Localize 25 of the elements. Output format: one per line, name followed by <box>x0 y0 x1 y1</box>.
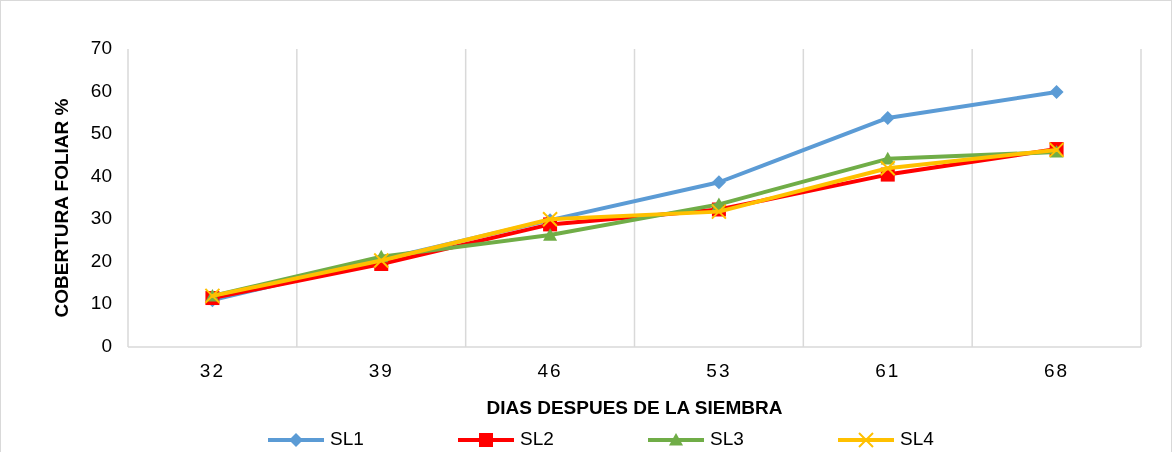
y-tick-label: 10 <box>90 292 112 314</box>
y-tick-label: 50 <box>90 122 112 144</box>
x-tick-label: 39 <box>368 360 394 381</box>
x-tick-label: 61 <box>875 360 901 381</box>
y-tick-label: 20 <box>90 249 112 271</box>
point <box>543 228 558 241</box>
y-tick-label: 30 <box>90 207 112 229</box>
point <box>880 110 895 125</box>
legend-label: SL3 <box>710 428 744 450</box>
y-axis-title: COBERTURA FOLIAR % <box>51 98 72 318</box>
y-tick-label: 70 <box>90 37 112 59</box>
x-tick-label: 32 <box>199 360 225 381</box>
point <box>711 175 726 190</box>
y-tick-label: 60 <box>90 79 112 101</box>
y-tick-label: 0 <box>101 335 112 357</box>
x-axis-title: DIAS DESPUES DE LA SIEMBRA <box>486 397 783 418</box>
legend-label: SL2 <box>520 428 554 450</box>
x-tick-label: 46 <box>537 360 563 381</box>
point <box>1049 85 1064 99</box>
point <box>879 160 896 177</box>
legend-label: SL4 <box>900 428 935 450</box>
x-tick-label: 53 <box>706 360 732 381</box>
x-tick-label: 68 <box>1044 360 1070 381</box>
y-tick-label: 40 <box>90 164 112 186</box>
legend-label: SL1 <box>330 428 364 450</box>
